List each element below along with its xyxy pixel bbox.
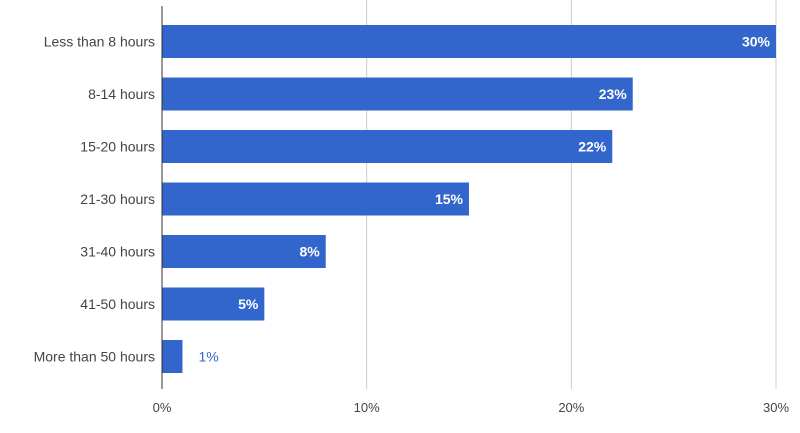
value-label: 1% bbox=[198, 349, 218, 365]
bar bbox=[162, 287, 265, 321]
value-label: 5% bbox=[238, 296, 259, 312]
x-tick-label: 0% bbox=[153, 400, 172, 415]
category-label: 31-40 hours bbox=[80, 244, 155, 260]
category-label: 21-30 hours bbox=[80, 191, 155, 207]
x-tick-label: 10% bbox=[354, 400, 380, 415]
x-tick-labels: 0% 10% 20% 30% bbox=[153, 400, 790, 415]
category-label: Less than 8 hours bbox=[44, 34, 155, 50]
value-label: 23% bbox=[599, 86, 628, 102]
category-label: More than 50 hours bbox=[34, 349, 155, 365]
category-label: 8-14 hours bbox=[88, 86, 155, 102]
bar bbox=[162, 340, 183, 373]
category-label: 15-20 hours bbox=[80, 139, 155, 155]
x-tick-label: 20% bbox=[558, 400, 584, 415]
value-labels: 30% 23% 22% 15% 8% 5% 1% bbox=[198, 34, 770, 365]
value-label: 22% bbox=[578, 139, 607, 155]
bar bbox=[162, 77, 633, 111]
category-labels: Less than 8 hours 8-14 hours 15-20 hours 21… bbox=[34, 34, 155, 365]
value-label: 15% bbox=[435, 191, 464, 207]
bar bbox=[162, 25, 776, 58]
bar bbox=[162, 235, 326, 268]
value-label: 30% bbox=[742, 34, 771, 50]
value-label: 8% bbox=[299, 244, 320, 260]
bar bbox=[162, 130, 613, 163]
category-label: 41-50 hours bbox=[80, 296, 155, 312]
x-tick-label: 30% bbox=[763, 400, 789, 415]
bar bbox=[162, 182, 469, 216]
bars bbox=[162, 25, 776, 373]
